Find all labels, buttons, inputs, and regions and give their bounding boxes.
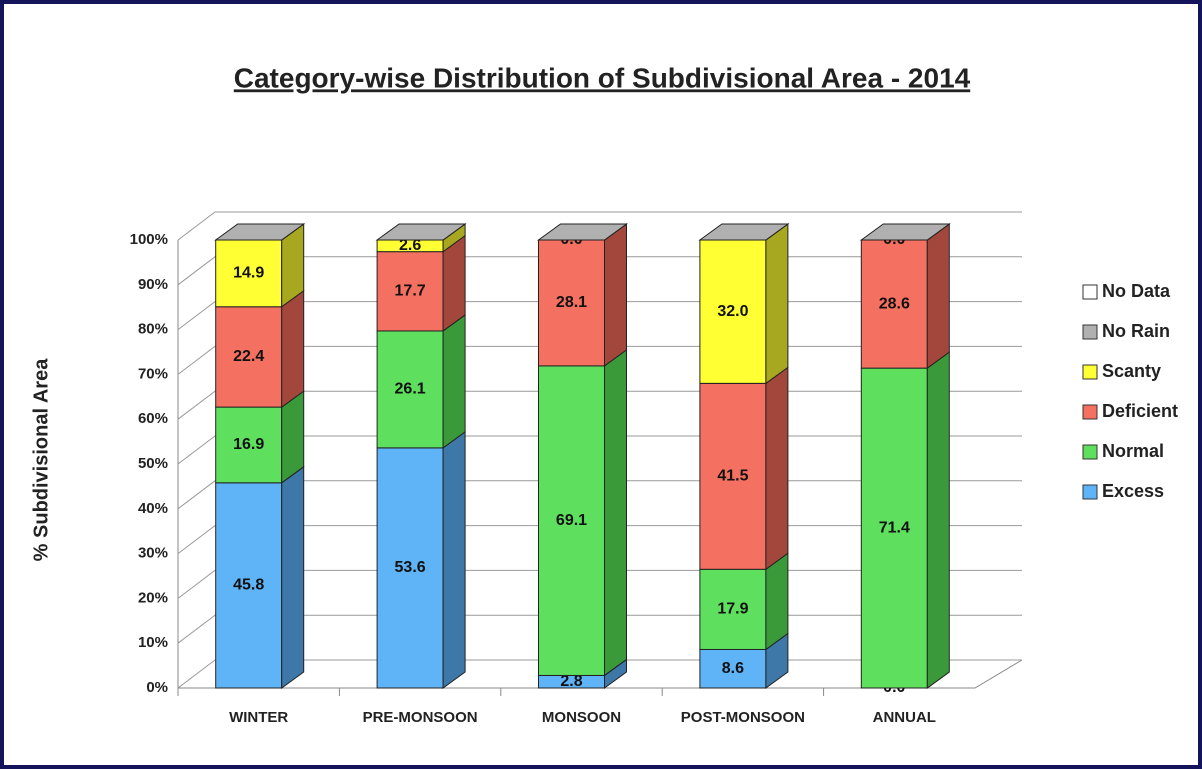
bar-top [536,223,629,241]
bar-segment [215,406,283,484]
data-label: 16.9 [233,436,264,453]
data-label: 8.6 [722,660,744,677]
data-label: 17.9 [717,601,748,618]
data-label: 28.6 [879,295,910,312]
data-label: 17.7 [395,283,426,300]
bar-side [442,234,466,332]
legend-swatch [1082,324,1098,340]
y-tick-label: 90% [138,276,168,293]
y-tick-label: 40% [138,500,168,517]
bar-segment [376,251,444,332]
data-label: 41.5 [717,468,748,485]
bar-top [214,223,306,241]
data-label: 26.1 [395,381,426,398]
legend-label: Scanty [1102,361,1161,381]
data-label: 71.4 [879,519,910,536]
bar-side [442,430,466,689]
legend-label: Excess [1102,481,1164,501]
data-label: 69.1 [556,512,587,529]
bar-side [926,351,950,689]
y-tick-label: 10% [138,634,168,651]
legend-label: Deficient [1102,401,1178,421]
legend-label: Normal [1102,441,1164,461]
bar-segment [699,239,767,384]
legend-swatch [1082,484,1098,500]
bar-segment [538,365,605,676]
bar-side [765,223,789,385]
data-label: 14.9 [233,265,264,282]
y-axis-label: % Subdivisional Area [30,358,52,562]
bar-segment [860,367,928,689]
bar-side [604,348,627,677]
bar-side [281,289,305,409]
data-label: 45.8 [233,577,264,594]
data-label: 28.1 [556,294,587,311]
bar-segment [699,568,767,650]
legend-swatch [1082,364,1098,380]
data-label: 2.8 [560,673,582,690]
bar-top [859,223,951,241]
bar-segment [860,239,928,369]
bar-side [281,465,305,689]
data-label: 53.6 [395,559,426,576]
bar-segment [538,239,605,367]
bar-top [698,223,790,241]
data-label: 2.6 [399,237,421,254]
x-tick-label: MONSOON [542,709,621,726]
legend-swatch [1082,404,1098,420]
legend-swatch [1082,284,1098,300]
legend-label: No Data [1102,281,1171,301]
bar-side [926,223,950,370]
y-tick-label: 50% [138,455,168,472]
bar-side [765,552,789,651]
y-tick-label: 70% [138,365,168,382]
bar-top [375,223,467,241]
x-tick-label: WINTER [229,709,288,726]
y-tick-label: 100% [130,231,168,248]
data-label: 22.4 [233,348,264,365]
y-tick-label: 20% [138,589,168,606]
x-tick-label: POST-MONSOON [681,709,805,726]
grid-line [177,211,1022,241]
bar-side [604,223,627,367]
y-tick-label: 80% [138,321,168,338]
y-tick-label: 0% [146,679,168,696]
x-tick-label: ANNUAL [873,709,936,726]
bar-side [765,366,789,571]
bar-segment [376,330,444,449]
data-label: 32.0 [717,303,748,320]
legend-swatch [1082,444,1098,460]
bar-side [442,313,466,449]
chart-title: Category-wise Distribution of Subdivisio… [234,62,971,93]
y-tick-label: 60% [138,410,168,427]
legend-label: No Rain [1102,321,1170,341]
x-tick-label: PRE-MONSOON [363,709,478,726]
y-tick-label: 30% [138,545,168,562]
